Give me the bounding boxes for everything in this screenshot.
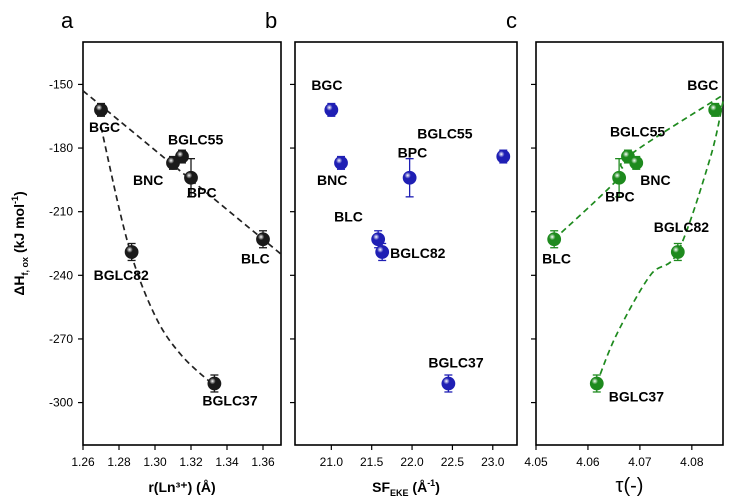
- y-tick-label: -180: [49, 141, 73, 155]
- x-axis-label: τ(-): [616, 475, 644, 497]
- y-tick-label: -150: [49, 77, 73, 91]
- point-label-blc: BLC: [542, 250, 571, 266]
- point-label-bnc: BNC: [317, 172, 347, 188]
- point-label-bglc37: BGLC37: [428, 354, 483, 370]
- data-point-bglc37: [441, 376, 456, 391]
- point-label-bglc82: BGLC82: [654, 219, 709, 235]
- panel-letter-b: b: [265, 8, 277, 33]
- data-point-bglc37: [589, 376, 604, 391]
- data-point-blc: [256, 232, 270, 247]
- x-tick-label: 21.5: [360, 455, 384, 469]
- point-label-bgc: BGC: [311, 77, 342, 93]
- x-axis-label: r(Ln³⁺) (Å): [148, 479, 215, 495]
- y-axis-label: ΔHf, ox (kJ mol-1): [10, 191, 30, 295]
- data-point-bgc: [94, 102, 108, 117]
- point-label-bpc: BPC: [398, 145, 428, 161]
- y-tick-label: -210: [49, 205, 73, 219]
- y-tick-label: -240: [49, 268, 73, 282]
- fit-line: [100, 126, 215, 387]
- x-tick-label: 1.36: [251, 455, 275, 469]
- x-tick-label: 4.07: [628, 455, 652, 469]
- data-point-bpc: [612, 170, 627, 185]
- point-label-bglc37: BGLC37: [609, 388, 664, 404]
- point-label-bglc82: BGLC82: [94, 267, 149, 283]
- data-point-bglc82: [375, 245, 390, 259]
- point-label-bglc55: BGLC55: [417, 126, 472, 142]
- point-label-blc: BLC: [241, 250, 270, 266]
- point-label-blc: BLC: [334, 208, 363, 224]
- y-tick-label: -300: [49, 396, 73, 410]
- point-label-bgc: BGC: [687, 77, 718, 93]
- x-tick-label: 1.32: [179, 455, 203, 469]
- x-tick-label: 1.26: [71, 455, 95, 469]
- data-point-blc: [547, 232, 562, 247]
- x-tick-label: 21.0: [320, 455, 344, 469]
- chart-panel-b: b 21.0 21.5 22.0 22.5 23.0 SFEKE (Å-1) BGC BNC BP…: [265, 8, 518, 498]
- chart-panel-c: c 4.05 4.06 4.07 4.08 τ(-) BGC BGLC55 BNC BPC BLC B…: [506, 8, 724, 497]
- data-point-bglc82: [670, 245, 685, 259]
- fit-line: [553, 94, 724, 240]
- data-point-bnc: [334, 155, 348, 170]
- x-tick-label: 1.30: [143, 455, 167, 469]
- data-point-blc: [371, 232, 386, 247]
- x-tick-label: 22.5: [441, 455, 465, 469]
- panel-frame: [294, 41, 518, 446]
- x-tick-label: 22.0: [400, 455, 424, 469]
- fit-line: [82, 90, 282, 255]
- point-label-bnc: BNC: [133, 172, 163, 188]
- x-tick-label: 1.34: [215, 455, 239, 469]
- data-point-bnc: [629, 155, 644, 170]
- data-point-bglc55: [496, 149, 511, 164]
- x-tick-label: 4.08: [680, 455, 704, 469]
- x-tick-label: 4.06: [576, 455, 600, 469]
- point-label-bgc: BGC: [89, 119, 120, 135]
- x-tick-label: 23.0: [481, 455, 505, 469]
- x-axis-label: SFEKE (Å-1): [372, 478, 440, 498]
- panel-letter-a: a: [61, 8, 74, 33]
- data-point-bglc37: [207, 376, 222, 391]
- panel-letter-c: c: [506, 8, 517, 33]
- point-label-bglc37: BGLC37: [202, 392, 257, 408]
- point-label-bglc55: BGLC55: [610, 124, 665, 140]
- point-label-bpc: BPC: [187, 185, 217, 201]
- panel-frame: [82, 41, 282, 446]
- data-point-bnc: [166, 155, 180, 170]
- data-point-bpc: [184, 170, 198, 185]
- panel-frame: [535, 41, 724, 446]
- point-label-bglc55: BGLC55: [168, 132, 223, 148]
- data-point-bgc: [324, 102, 339, 117]
- x-tick-label: 1.28: [107, 455, 131, 469]
- data-point-bgc: [708, 102, 723, 117]
- y-tick-label: -270: [49, 332, 73, 346]
- data-point-bpc: [402, 170, 417, 185]
- fit-line: [595, 101, 724, 384]
- data-point-bglc82: [124, 245, 139, 259]
- point-label-bglc82: BGLC82: [390, 245, 445, 261]
- point-label-bpc: BPC: [605, 189, 635, 205]
- chart-panel-a: a 1.26 1.28 1.30 1.32 1.34 1.36 -150 -180 -210 -24…: [10, 8, 282, 495]
- x-tick-label: 4.05: [524, 455, 548, 469]
- point-label-bnc: BNC: [640, 172, 670, 188]
